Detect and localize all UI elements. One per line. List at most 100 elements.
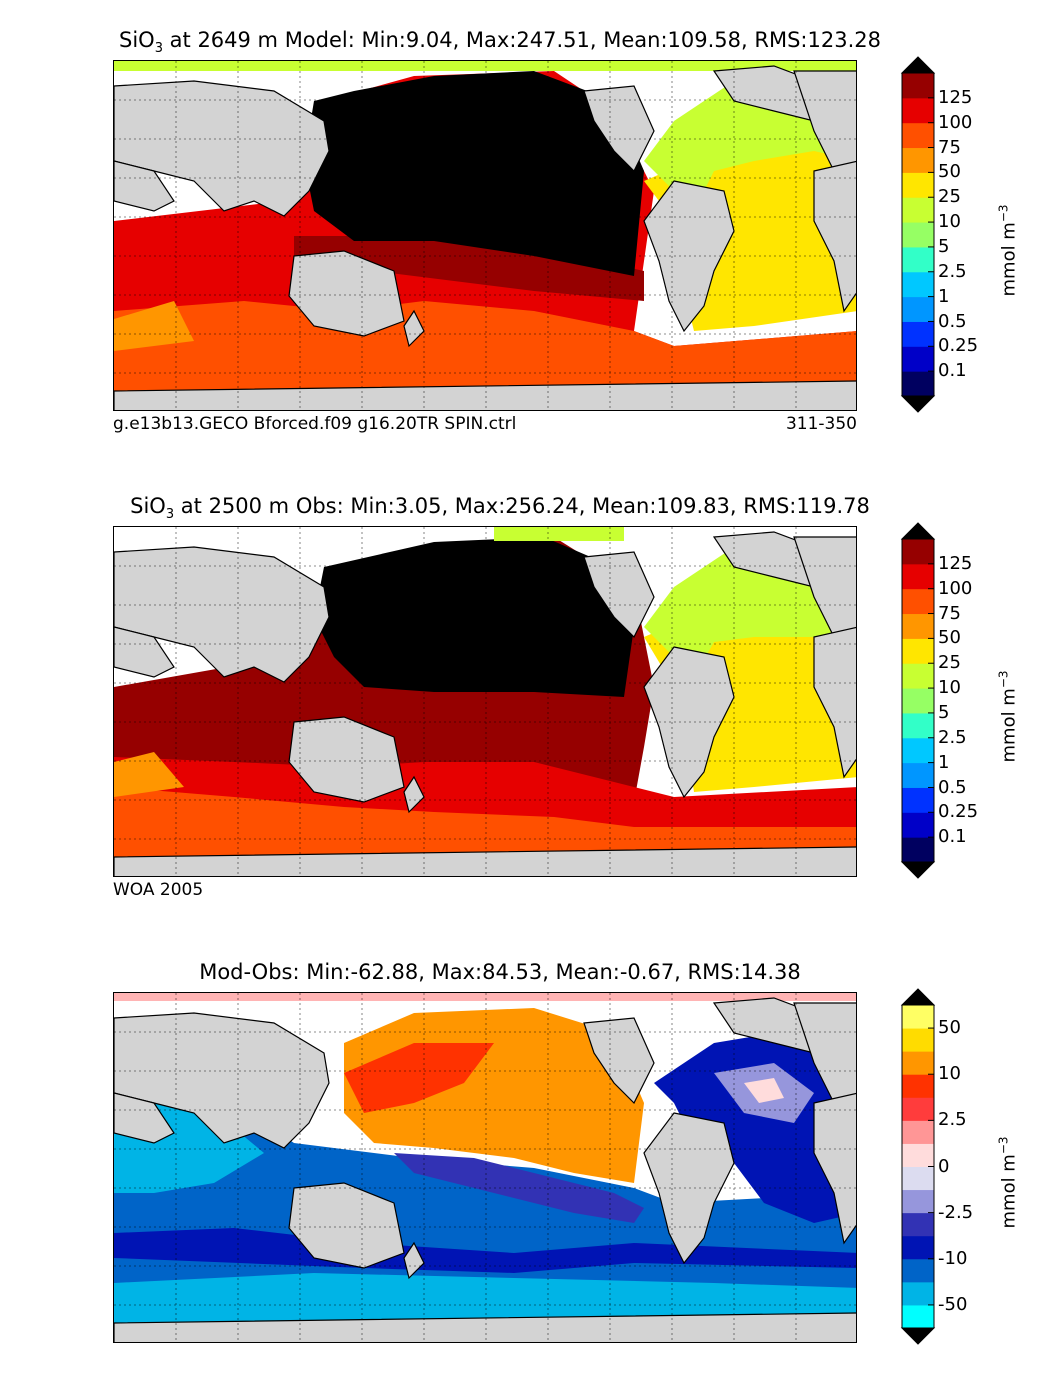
panel-1-title: SiO3 at 2649 m Model: Min:9.04, Max:247.… <box>0 28 1000 56</box>
colorbar-segment <box>902 762 934 788</box>
colorbar-segment <box>902 663 934 689</box>
panel-2-map <box>113 526 857 877</box>
colorbar-segment <box>902 222 934 248</box>
colorbar-segment <box>902 1143 934 1167</box>
colorbar-tick-label: 5 <box>938 235 950 257</box>
colorbar-tick-label: 75 <box>938 602 961 624</box>
colorbar-segment <box>902 1028 934 1052</box>
panel-2-colorbar <box>900 522 936 879</box>
panel-1-title-prefix: SiO <box>119 28 155 52</box>
colorbar-segment <box>902 1189 934 1214</box>
panel-2-unit-label: mmol m−3 <box>996 643 1020 763</box>
colorbar-over-triangle <box>900 988 936 1006</box>
panel-1-footer-left: g.e13b13.GECO Bforced.f09 g16.20TR SPIN.… <box>113 414 517 434</box>
map-gridlines <box>114 61 856 410</box>
colorbar-over-triangle <box>900 56 936 74</box>
colorbar-tick-label: 75 <box>938 136 961 158</box>
colorbar-segment <box>902 122 934 149</box>
region-indian-south-75 <box>114 301 194 351</box>
colorbar-segment <box>902 271 934 298</box>
colorbar-segment <box>902 246 934 273</box>
panel-3-colorbar-svg <box>900 988 936 1345</box>
region-north-pacific <box>314 537 634 697</box>
panel-3-colorbar <box>900 988 936 1345</box>
region-north-atlantic-negative <box>654 1033 856 1223</box>
colorbar-tick-label: 1 <box>938 751 950 773</box>
panel-1-unit-sup: −3 <box>996 204 1011 223</box>
region-north-atlantic-0 <box>744 1078 784 1103</box>
panel-1-colorbar <box>900 56 936 413</box>
colorbar-segment <box>902 73 934 99</box>
colorbar-segment <box>902 812 934 838</box>
colorbar-tick-label: 25 <box>938 186 961 208</box>
colorbar-tick-label: 100 <box>938 577 973 599</box>
panel-3-unit-sup: −3 <box>996 1136 1011 1155</box>
colorbar-segment <box>902 321 934 347</box>
colorbar-tick-label: 10 <box>938 211 961 233</box>
colorbar-segment <box>902 688 934 714</box>
colorbar-segment <box>902 1097 934 1121</box>
colorbar-segment <box>902 1212 934 1237</box>
colorbar-segment <box>902 563 934 590</box>
region-indian-south-50 <box>114 752 184 797</box>
colorbar-tick-label: 50 <box>938 1017 961 1039</box>
panel-2-title: SiO3 at 2500 m Obs: Min:3.05, Max:256.24… <box>0 494 1000 522</box>
panel-1-unit-text: mmol m <box>998 222 1020 297</box>
colorbar-tick-label: 0.5 <box>938 310 967 332</box>
region-southern-75 <box>114 787 856 857</box>
panel-1-map <box>113 60 857 411</box>
colorbar-segment <box>902 172 934 198</box>
colorbar-tick-label: 2.5 <box>938 726 967 748</box>
panel-1-unit-label: mmol m−3 <box>996 177 1020 297</box>
panel-1-title-sub: 3 <box>154 41 163 57</box>
colorbar-tick-label: 2.5 <box>938 260 967 282</box>
colorbar-segment <box>902 613 934 639</box>
region-southern-band <box>114 1273 856 1323</box>
colorbar-tick-label: 25 <box>938 652 961 674</box>
land-masses <box>114 997 856 1342</box>
colorbar-tick-label: 100 <box>938 111 973 133</box>
panel-2-unit-text: mmol m <box>998 688 1020 763</box>
colorbar-segment <box>902 787 934 813</box>
colorbar-segment <box>902 588 934 615</box>
colorbar-tick-label: 0.5 <box>938 776 967 798</box>
land-masses <box>114 531 856 876</box>
colorbar-segment <box>902 1304 934 1329</box>
colorbar-segment <box>902 97 934 124</box>
colorbar-segment <box>902 1258 934 1283</box>
colorbar-segment <box>902 712 934 739</box>
panel-3-unit-text: mmol m <box>998 1154 1020 1229</box>
colorbar-tick-label: 10 <box>938 677 961 699</box>
panel-2-title-rest: at 2500 m Obs: Min:3.05, Max:256.24, Mea… <box>174 494 870 518</box>
colorbar-segment <box>902 296 934 322</box>
colorbar-tick-label: 0.25 <box>938 801 979 823</box>
panel-2-title-sub: 3 <box>165 507 175 523</box>
panel-1-colorbar-svg <box>900 56 936 413</box>
region-southern-minus10 <box>114 1103 856 1323</box>
colorbar-tick-label: 0.25 <box>938 335 979 357</box>
colorbar-segment <box>902 147 934 173</box>
colorbar-segment <box>902 1074 934 1098</box>
panel-3-title-rest: Mod-Obs: Min:-62.88, Max:84.53, Mean:-0.… <box>199 960 801 984</box>
colorbar-segment <box>902 1051 934 1075</box>
colorbar-segment <box>902 1166 934 1191</box>
map-gridlines <box>114 993 856 1342</box>
colorbar-tick-label: 1 <box>938 285 950 307</box>
colorbar-tick-label: 5 <box>938 701 950 723</box>
panel-2-unit-sup: −3 <box>996 670 1011 689</box>
colorbar-tick-label: 0.1 <box>938 826 967 848</box>
colorbar-tick-label: 2.5 <box>938 1109 967 1131</box>
colorbar-over-triangle <box>900 522 936 540</box>
arctic-patch <box>494 527 624 541</box>
arctic-band <box>114 61 856 71</box>
colorbar-segment <box>902 539 934 565</box>
colorbar-tick-label: 10 <box>938 1063 961 1085</box>
colorbar-segment <box>902 1281 934 1306</box>
colorbar-frame <box>901 538 935 863</box>
panel-2-colorbar-svg <box>900 522 936 879</box>
colorbar-frame <box>901 72 935 397</box>
colorbar-tick-label: -2.5 <box>938 1201 974 1223</box>
region-southern-75 <box>114 301 856 391</box>
panel-1-title-rest: at 2649 m Model: Min:9.04, Max:247.51, M… <box>162 28 881 52</box>
panel-3-title: Mod-Obs: Min:-62.88, Max:84.53, Mean:-0.… <box>0 960 1000 984</box>
